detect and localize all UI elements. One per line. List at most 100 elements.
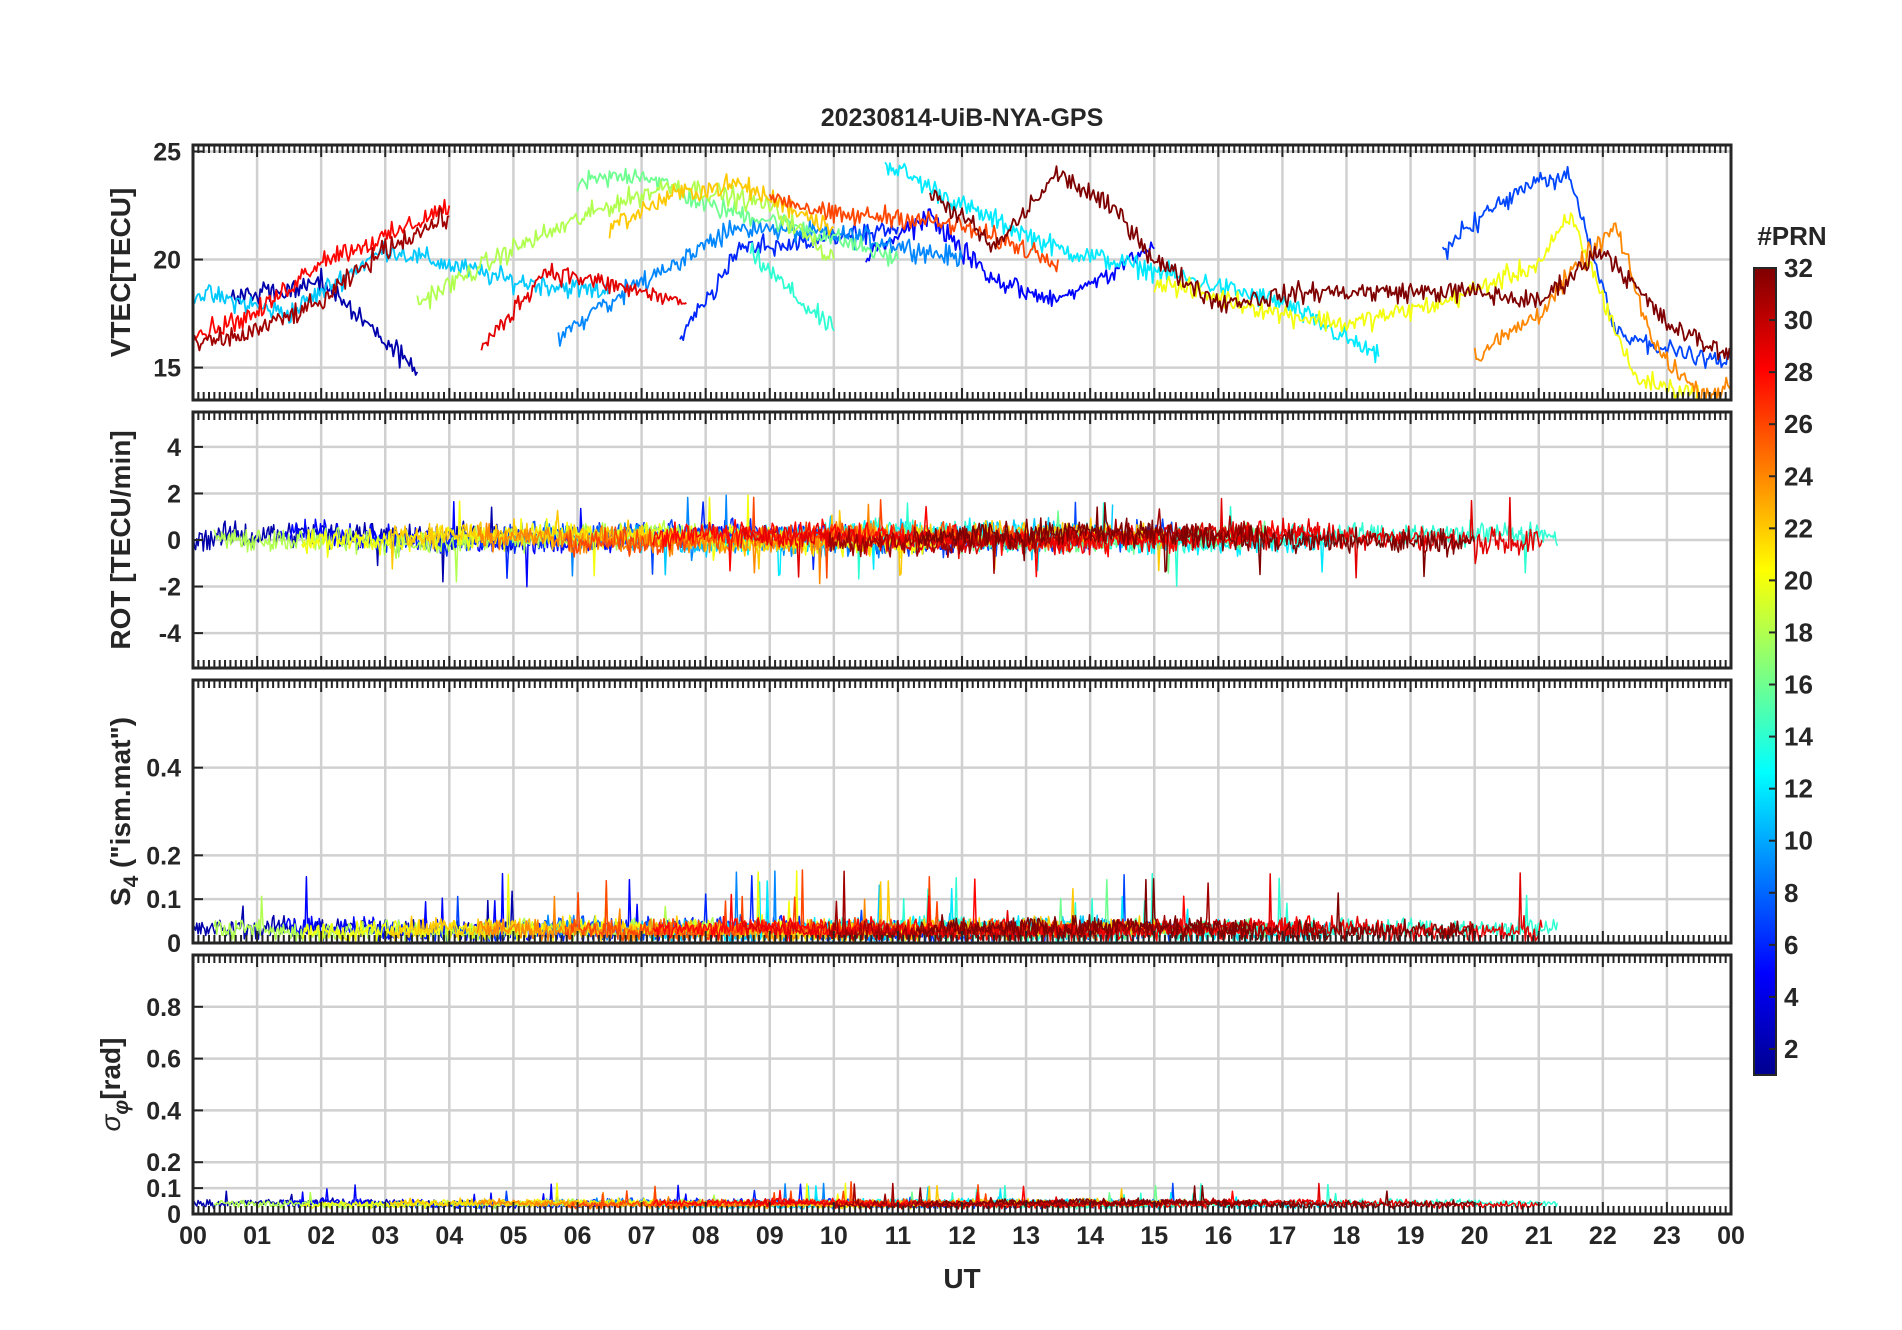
x-minor-ticks: [192, 145, 1732, 400]
y-tick-label: -4: [159, 620, 181, 648]
colorbar-tick-label: 12: [1784, 774, 1813, 804]
x-tick-label: 16: [1204, 1222, 1232, 1250]
vtec-series-prn-22: [608, 173, 834, 239]
x-tick-label: 09: [756, 1222, 784, 1250]
vtec-series-prn-24: [1473, 222, 1731, 400]
vtec-series-prn-18: [416, 179, 835, 310]
panel-4: 00.10.2 0.4 0.6 0.8 σφ[rad]: [95, 953, 1733, 1229]
y-tick-label: 0.4: [146, 1097, 181, 1125]
x-tick-label: 17: [1269, 1222, 1297, 1250]
y-tick-label: 0.4: [146, 755, 181, 783]
y-axis-label: ROT [TECU/min]: [105, 430, 136, 649]
colorbar-tick-label: 24: [1784, 461, 1813, 491]
y-tick-label: 0.2: [146, 842, 181, 870]
x-tick-label: 10: [820, 1222, 848, 1250]
y-tick-label: 0: [167, 527, 181, 555]
vtec-series-prn-32: [929, 165, 1731, 361]
x-minor-ticks: [192, 412, 1732, 668]
x-tick-label: 20: [1461, 1222, 1489, 1250]
x-minor-ticks: [192, 955, 1732, 1214]
x-tick-label: 07: [628, 1222, 656, 1250]
colorbar-tick-label: 10: [1784, 826, 1813, 856]
colorbar-tick-label: 20: [1784, 565, 1813, 595]
panel-grid: [191, 680, 1733, 945]
x-tick-label: 03: [371, 1222, 399, 1250]
x-axis-label: UT: [943, 1263, 980, 1294]
colorbar-tick-label: 14: [1784, 722, 1813, 752]
x-tick-label: 23: [1653, 1222, 1681, 1250]
x-tick-label: 00: [179, 1222, 207, 1250]
vtec-series-prn-7: [1441, 165, 1731, 369]
x-tick-label: 12: [948, 1222, 976, 1250]
x-minor-ticks: [192, 680, 1732, 943]
x-tick-label: 02: [307, 1222, 335, 1250]
series-prn-31: [828, 1182, 1253, 1210]
y-axis-label: VTEC[TECU]: [105, 188, 136, 358]
y-label-sub: φ: [110, 1100, 133, 1115]
colorbar-tick-label: 16: [1784, 670, 1813, 700]
colorbar-tick-label: 2: [1784, 1034, 1798, 1064]
x-tick-label: 19: [1397, 1222, 1425, 1250]
panel-data: [193, 1180, 1559, 1210]
vtec-series-prn-29: [480, 262, 687, 351]
x-tick-labels: 00 01 02 03 04 05 06 07 08 09 10 11 12 13 14 15 16 17 18 19…: [179, 1222, 1745, 1250]
y-tick-label: 0.1: [146, 886, 181, 914]
vtec-series-prn-9: [557, 218, 963, 347]
colorbar-tick-label: 8: [1784, 878, 1798, 908]
panel-data: [193, 869, 1559, 942]
colorbar-tick-label: 32: [1784, 253, 1813, 283]
vtec-series-prn-14: [749, 242, 835, 332]
x-tick-label: 11: [885, 1222, 912, 1250]
colorbar-scale: [1753, 267, 1777, 1076]
y-tick-label: 0.1: [146, 1175, 181, 1203]
y-axis-label: σφ[rad]: [95, 1038, 133, 1132]
x-tick-label: 01: [243, 1222, 271, 1250]
colorbar-tick-label: 18: [1784, 617, 1813, 647]
colorbar-tick-label: 4: [1784, 982, 1799, 1012]
series-prn-31: [827, 508, 1253, 575]
x-tick-label: 05: [500, 1222, 528, 1250]
vtec-series-prn-16: [576, 167, 899, 267]
y-label-main: σ: [95, 1113, 126, 1131]
x-tick-label: 21: [1525, 1222, 1553, 1250]
colorbar-tick-label: 22: [1784, 513, 1813, 543]
vtec-series-prn-11: [193, 241, 611, 324]
y-label-sub: 4: [120, 875, 143, 887]
colorbar-tick-label: 30: [1784, 305, 1813, 335]
x-tick-label: 22: [1589, 1222, 1617, 1250]
vtec-series-prn-26: [768, 193, 1059, 273]
y-tick-label: 15: [153, 355, 181, 383]
x-tick-label: 04: [435, 1222, 463, 1250]
colorbar-tick-label: 28: [1784, 357, 1813, 387]
y-tick-label: 0.8: [146, 994, 181, 1022]
x-tick-label: 08: [692, 1222, 720, 1250]
panel-data: [193, 494, 1559, 588]
x-tick-label: 15: [1140, 1222, 1168, 1250]
panel-2: -4 -2 0 2 4 ROT [TECU/min]: [105, 410, 1733, 670]
y-axis-label: S4 ("ism.mat"): [105, 717, 143, 906]
series-prn-32: [915, 1185, 1475, 1210]
series-prn-32: [915, 502, 1475, 578]
y-tick-label: 4: [167, 434, 181, 462]
panel-grid: [191, 145, 1733, 400]
x-tick-label: 13: [1012, 1222, 1040, 1250]
x-tick-label: 06: [564, 1222, 592, 1250]
vtec-series-prn-2: [230, 267, 419, 376]
y-label-tail: ("ism.mat"): [105, 717, 136, 876]
panel-grid: [191, 955, 1733, 1216]
vtec-series-prn-28: [193, 198, 451, 341]
colorbar-tick-label: 6: [1784, 930, 1798, 960]
vtec-series-prn-20: [1153, 212, 1700, 400]
chart-title: 20230814-UiB-NYA-GPS: [821, 104, 1104, 132]
y-label-main: S: [105, 887, 136, 906]
x-tick-label: 00: [1717, 1222, 1745, 1250]
y-tick-label: 2: [167, 480, 181, 508]
vtec-series-prn-31: [193, 207, 450, 352]
y-tick-label: 0.2: [146, 1149, 181, 1177]
y-tick-label: 0: [167, 930, 181, 958]
y-tick-label: 0: [167, 1201, 181, 1229]
vtec-series-prn-5: [865, 208, 1155, 307]
